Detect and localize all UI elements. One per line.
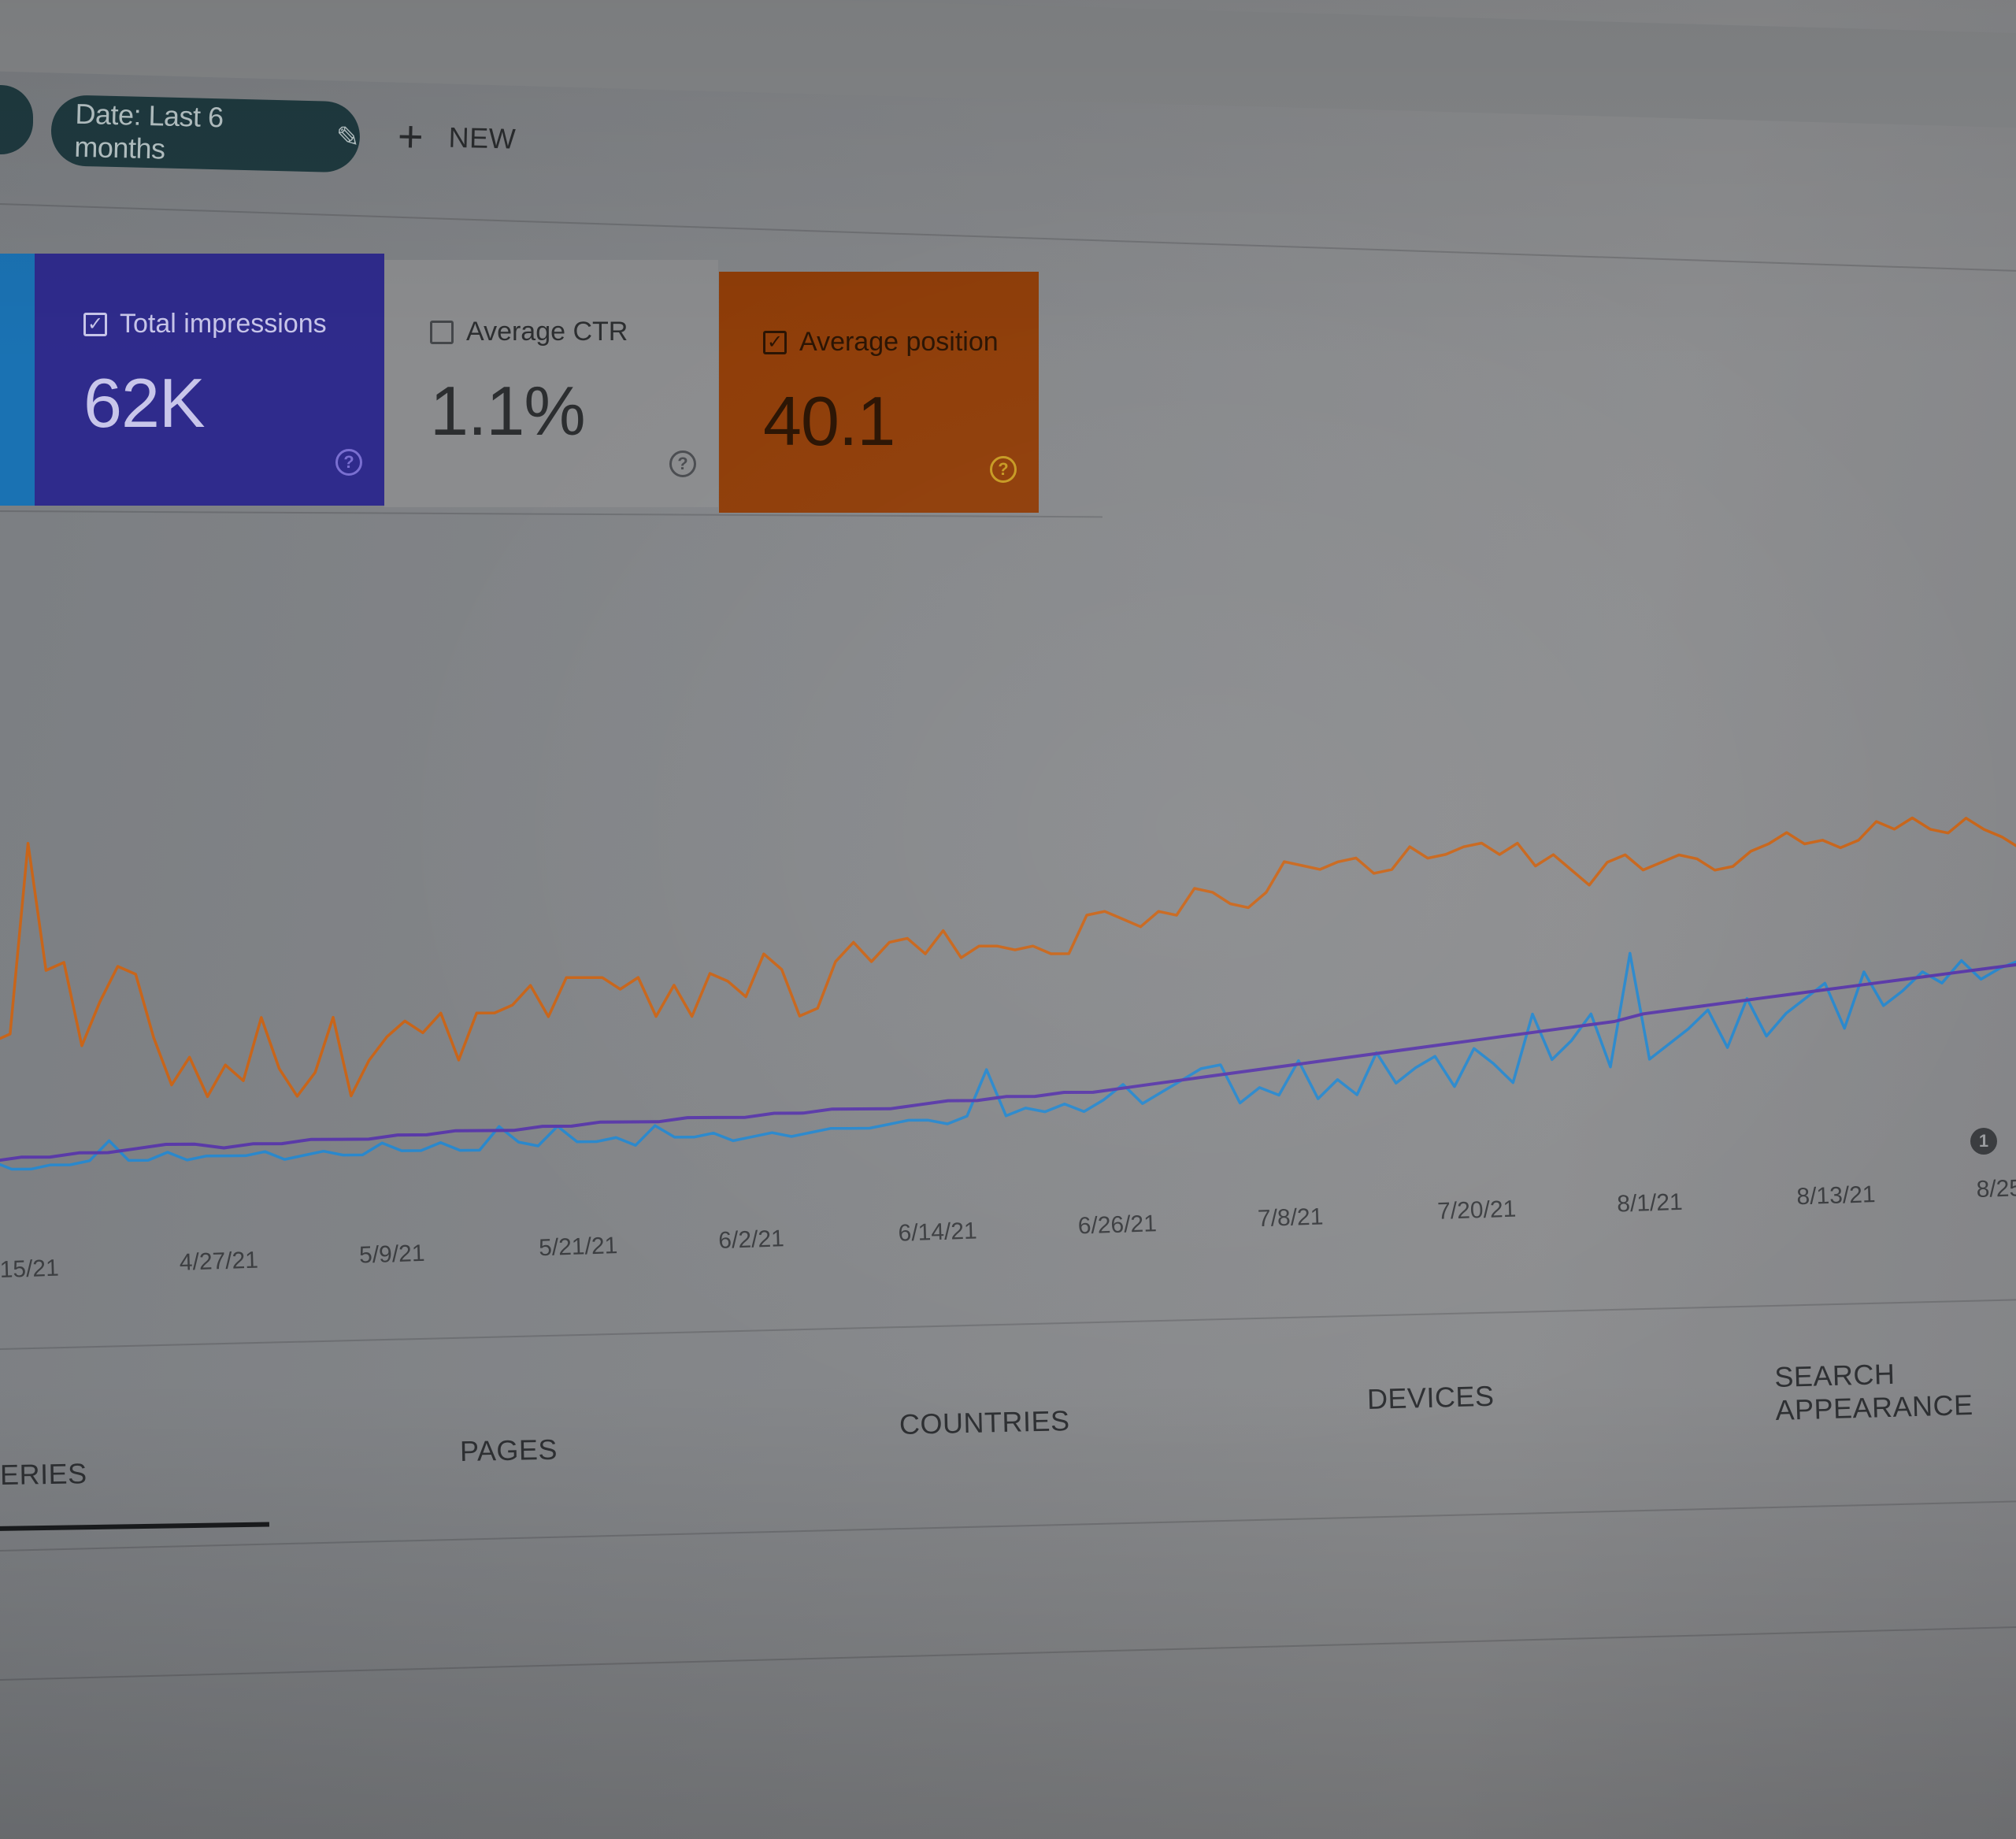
x-tick-label: 6/26/21 (1077, 1211, 1157, 1239)
metric-label: Average CTR (466, 317, 628, 347)
pencil-icon[interactable]: ✎ (335, 120, 361, 154)
series-line-2 (0, 962, 2016, 1162)
x-axis-ticks: 15/21 4/27/21 5/9/21 5/21/21 6/2/21 6/14/21 6/… (0, 1175, 2016, 1283)
metric-card-header: ✓ Average position (763, 327, 1039, 358)
metric-label: Total impressions (120, 309, 327, 339)
checkbox-checked-icon[interactable]: ✓ (763, 330, 787, 354)
series-line-0 (0, 816, 2016, 1099)
table-divider (0, 1625, 2016, 1681)
metric-card-header: ✓ Total impressions (83, 309, 384, 339)
tab-countries[interactable]: COUNTRIES (899, 1404, 1070, 1440)
x-tick-label: 7/8/21 (1257, 1203, 1323, 1232)
x-tick-label: 7/20/21 (1437, 1196, 1517, 1225)
plus-icon: + (397, 111, 424, 161)
x-tick-label: 8/25 (1976, 1175, 2016, 1203)
tab-queries[interactable]: ERIES (0, 1457, 87, 1491)
new-filter-button[interactable]: + NEW (397, 111, 517, 161)
metric-card-ctr[interactable]: Average CTR 1.1% ? (384, 260, 718, 507)
series-layer (0, 816, 2016, 1171)
help-icon[interactable]: ? (990, 456, 1017, 483)
metric-card-impressions[interactable]: ✓ Total impressions 62K ? (35, 254, 384, 506)
x-tick-label: 8/13/21 (1796, 1181, 1876, 1210)
x-tick-label: 5/21/21 (539, 1233, 618, 1261)
tab-pages[interactable]: PAGES (459, 1433, 558, 1467)
tab-search-appearance[interactable]: SEARCH APPEARANCE (1773, 1357, 1974, 1426)
annotation-badge[interactable]: 1 (1970, 1128, 1997, 1155)
checkbox-checked-icon[interactable]: ✓ (83, 312, 107, 336)
x-tick-label: 8/1/21 (1617, 1189, 1683, 1218)
tab-devices[interactable]: DEVICES (1366, 1379, 1495, 1415)
x-tick-label: 6/2/21 (718, 1225, 784, 1254)
metric-label: Average position (799, 327, 999, 357)
help-icon[interactable]: ? (335, 449, 362, 476)
series-line-1 (0, 951, 2016, 1171)
x-tick-label: 5/9/21 (359, 1240, 425, 1269)
metric-value: 1.1% (430, 372, 586, 450)
metric-card-clicks-partial[interactable] (0, 254, 35, 506)
metric-value: 62K (83, 364, 206, 442)
metric-card-position[interactable]: ✓ Average position 40.1 ? (719, 272, 1039, 513)
date-filter-label: Date: Last 6 months (73, 97, 224, 165)
date-filter-pill[interactable]: Date: Last 6 months ✎ (50, 95, 361, 173)
metric-card-header: Average CTR (430, 317, 718, 347)
new-filter-label: NEW (448, 120, 517, 155)
checkbox-unchecked-icon[interactable] (430, 320, 454, 344)
x-tick-label: 4/27/21 (179, 1248, 258, 1276)
filter-pill-partial[interactable] (0, 85, 33, 154)
metric-value: 40.1 (763, 382, 895, 460)
x-tick-label: 6/14/21 (898, 1218, 977, 1246)
help-icon[interactable]: ? (669, 450, 696, 477)
performance-chart: 15/21 4/27/21 5/9/21 5/21/21 6/2/21 6/14/21 6/… (0, 816, 2016, 1283)
tabs-divider (0, 1500, 2016, 1552)
x-tick-label: 15/21 (0, 1255, 59, 1283)
active-tab-indicator (0, 1522, 270, 1531)
